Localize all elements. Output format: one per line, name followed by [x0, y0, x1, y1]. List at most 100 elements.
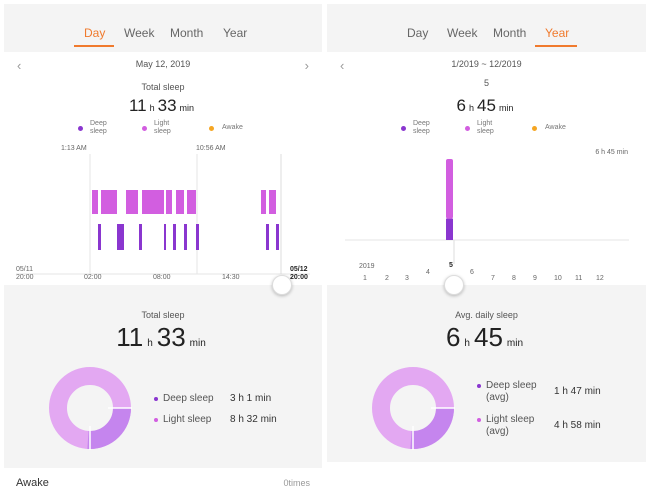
tab-year[interactable]: Year	[223, 26, 248, 40]
deep-sleep-segment	[276, 224, 279, 250]
year-sleep-chart	[345, 159, 629, 264]
deep-sleep-row-label: Deep sleep	[154, 393, 214, 405]
deep-bullet	[154, 397, 158, 401]
bar-deep-sleep[interactable]	[446, 218, 453, 240]
avg-deep-sleep-row-label: Deep sleep (avg)	[477, 380, 537, 404]
deep-sleep-segment	[98, 224, 101, 250]
detail-total: 6 h 45 min	[327, 322, 646, 353]
light-sleep-segment	[269, 190, 276, 214]
prev-day-chevron-icon[interactable]: ‹	[17, 58, 22, 73]
x-tick-start: 05/11 20:00	[16, 266, 34, 281]
tab-month[interactable]: Month	[493, 26, 527, 40]
next-day-chevron-icon[interactable]: ›	[304, 58, 309, 73]
light-sleep-segment	[92, 190, 98, 214]
month-tick-label[interactable]: 5	[449, 262, 453, 269]
x-tick-1430: 14:30	[222, 274, 240, 281]
month-tick-label[interactable]: 7	[491, 275, 495, 282]
tab-month[interactable]: Month	[170, 26, 204, 40]
selected-range: 1/2019 ~ 12/2019	[451, 59, 522, 69]
chart-scrub-handle[interactable]	[444, 275, 464, 295]
month-tick-label[interactable]: 10	[554, 275, 562, 282]
tab-week[interactable]: Week	[447, 26, 478, 40]
light-sleep-segment	[187, 190, 196, 214]
x-tick-end: 05/12 20:00	[290, 266, 308, 281]
deep-sleep-segment	[164, 224, 166, 250]
summary-total: 6 h 45 min	[327, 96, 646, 116]
deep-sleep-segment	[266, 224, 269, 250]
deep-sleep-segment	[196, 224, 199, 250]
month-tick-label[interactable]: 3	[405, 275, 409, 282]
deep-legend-label: Deep sleep	[90, 120, 107, 135]
light-sleep-segment	[261, 190, 266, 214]
day-sleep-chart	[16, 154, 310, 275]
selected-date: May 12, 2019	[135, 59, 191, 69]
light-sleep-row-label: Light sleep	[154, 414, 211, 426]
detail-title: Avg. daily sleep	[455, 310, 518, 320]
sleep-end-time: 10:56 AM	[196, 145, 226, 152]
light-sleep-segment	[142, 190, 164, 214]
awake-legend-dot	[209, 126, 214, 131]
bar-light-sleep[interactable]	[446, 159, 453, 219]
active-tab-indicator	[535, 45, 577, 47]
month-tick-label[interactable]: 12	[596, 275, 604, 282]
month-tick-label[interactable]: 9	[533, 275, 537, 282]
awake-legend-label: Awake	[545, 124, 566, 131]
summary-minutes-unit: min	[179, 103, 195, 113]
year-panel: Day Week Month Year ‹ 1/2019 ~ 12/2019 5…	[327, 4, 646, 462]
month-tick-label[interactable]: 4	[426, 269, 430, 276]
summary-hours: 11	[128, 96, 147, 115]
month-tick-label[interactable]: 1	[363, 275, 367, 282]
day-panel: Day Week Month Year ‹ › May 12, 2019 Tot…	[4, 4, 322, 498]
detail-total: 11 h 33 min	[4, 322, 322, 353]
prev-year-chevron-icon[interactable]: ‹	[340, 58, 345, 73]
light-legend-label: Light sleep	[154, 120, 171, 135]
light-legend-dot	[465, 126, 470, 131]
summary-hours: 6	[456, 96, 466, 115]
summary-hours-unit: h	[469, 103, 475, 113]
light-sleep-segment	[101, 190, 117, 214]
detail-minutes: 45	[473, 322, 503, 352]
deep-bullet	[477, 384, 481, 388]
year-chart-card: Day Week Month Year ‹ 1/2019 ~ 12/2019 5…	[327, 4, 646, 285]
light-sleep-value: 8 h 32 min	[230, 414, 277, 425]
deep-sleep-segment	[173, 224, 176, 250]
month-tick-label[interactable]: 8	[512, 275, 516, 282]
sleep-start-time: 1:13 AM	[61, 145, 87, 152]
avg-deep-sleep-value: 1 h 47 min	[554, 386, 601, 397]
detail-hours: 11	[116, 322, 144, 352]
awake-legend-label: Awake	[222, 124, 243, 131]
avg-light-sleep-row-label: Light sleep (avg)	[477, 414, 534, 438]
summary-minutes: 33	[157, 96, 177, 115]
detail-minutes-unit: min	[506, 338, 524, 349]
light-legend-label: Light sleep	[477, 120, 494, 135]
tab-week[interactable]: Week	[124, 26, 155, 40]
summary-minutes: 45	[477, 96, 496, 115]
detail-hours: 6	[445, 322, 461, 352]
awake-row[interactable]: Awake 0times	[4, 468, 322, 498]
summary-total: 11 h 33 min	[4, 96, 322, 116]
deep-legend-label: Deep sleep	[413, 120, 430, 135]
awake-label: Awake	[16, 477, 49, 489]
detail-hours-unit: h	[147, 338, 153, 349]
tab-day[interactable]: Day	[407, 26, 429, 40]
chart-scrub-handle[interactable]	[272, 275, 292, 295]
deep-sleep-value: 3 h 1 min	[230, 393, 272, 404]
period-tabs: Day Week Month Year	[4, 4, 322, 52]
light-bullet	[154, 418, 158, 422]
awake-legend-dot	[532, 126, 537, 131]
detail-hours-unit: h	[464, 338, 470, 349]
detail-minutes: 33	[156, 322, 186, 352]
month-tick-label[interactable]: 11	[575, 275, 583, 282]
month-tick-label[interactable]: 6	[470, 269, 474, 276]
detail-title: Total sleep	[141, 310, 185, 320]
tab-day[interactable]: Day	[84, 26, 106, 40]
tab-year[interactable]: Year	[545, 26, 570, 40]
deep-sleep-segment	[184, 224, 187, 250]
light-sleep-segment	[176, 190, 184, 214]
max-value-label: 6 h 45 min	[595, 149, 628, 156]
chart-legend: Deep sleep Light sleep Awake	[327, 120, 646, 140]
day-chart-card: Day Week Month Year ‹ › May 12, 2019 Tot…	[4, 4, 322, 285]
month-tick-label[interactable]: 2	[385, 275, 389, 282]
x-tick-0800: 08:00	[153, 274, 171, 281]
sleep-donut-chart	[49, 367, 132, 450]
